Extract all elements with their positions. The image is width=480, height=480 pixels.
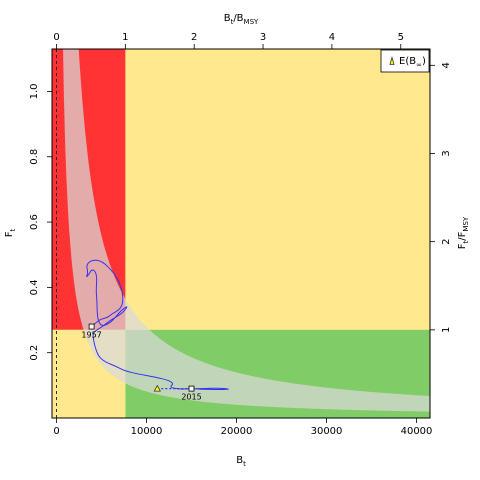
trajectory-line [86, 259, 230, 390]
expected-equilibrium-marker [153, 384, 161, 392]
right-tick-label: 4 [441, 62, 452, 68]
top-axis: 0 1 2 3 4 5 [53, 32, 404, 49]
bottom-tick-label: 30000 [311, 426, 343, 437]
top-tick-label: 4 [329, 32, 335, 43]
left-tick-label: 1.0 [29, 83, 40, 99]
right-axis-title: Ft/FMSY [457, 216, 470, 249]
left-tick-label: 0.4 [29, 279, 40, 295]
bottom-tick-label: 0 [53, 426, 59, 437]
right-tick-label: 2 [441, 238, 452, 244]
top-tick-label: 0 [53, 32, 59, 43]
top-tick-label: 1 [122, 32, 128, 43]
plot-frame [51, 48, 431, 419]
last-year-marker [188, 385, 195, 392]
top-axis-title: Bt/BMSY [224, 13, 259, 26]
right-tick-label: 1 [441, 327, 452, 333]
legend-triangle-icon [389, 56, 395, 65]
bottom-axis-title: Bt [236, 455, 246, 468]
first-year-marker [88, 323, 95, 330]
last-year-label: 2015 [181, 393, 201, 402]
bottom-tick-label: 40000 [401, 426, 433, 437]
bottom-tick-label: 10000 [131, 426, 163, 437]
legend-box [380, 49, 430, 73]
left-tick-label: 0.8 [29, 149, 40, 165]
left-tick-label: 0.2 [29, 345, 40, 361]
right-axis: 1 2 3 4 [430, 62, 452, 333]
left-axis-title: Ft [4, 228, 17, 237]
bottom-axis: 0 10000 20000 30000 40000 [53, 418, 432, 437]
first-year-label: 1957 [81, 331, 101, 340]
top-tick-label: 5 [398, 32, 404, 43]
left-axis: 0.2 0.4 0.6 0.8 1.0 [29, 83, 52, 361]
bottom-tick-label: 20000 [221, 426, 253, 437]
legend-label: E(B∞) [399, 56, 426, 69]
right-tick-label: 3 [441, 150, 452, 156]
legend: E(B∞) [380, 49, 430, 73]
top-tick-label: 3 [260, 32, 266, 43]
left-tick-label: 0.6 [29, 214, 40, 230]
top-tick-label: 2 [191, 32, 197, 43]
